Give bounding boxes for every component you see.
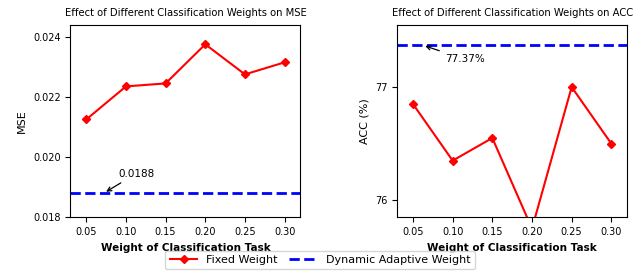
X-axis label: Weight of Classification Task: Weight of Classification Task [100,243,270,252]
Text: 0.0188: 0.0188 [108,169,154,191]
Text: 77.37%: 77.37% [426,46,484,64]
X-axis label: Weight of Classification Task: Weight of Classification Task [428,243,597,252]
Legend: Fixed Weight, Dynamic Adaptive Weight: Fixed Weight, Dynamic Adaptive Weight [165,251,475,270]
Y-axis label: MSE: MSE [17,109,28,133]
Y-axis label: ACC (%): ACC (%) [359,98,369,144]
Title: Effect of Different Classification Weights on ACC: Effect of Different Classification Weigh… [392,9,633,18]
Title: Effect of Different Classification Weights on MSE: Effect of Different Classification Weigh… [65,9,307,18]
